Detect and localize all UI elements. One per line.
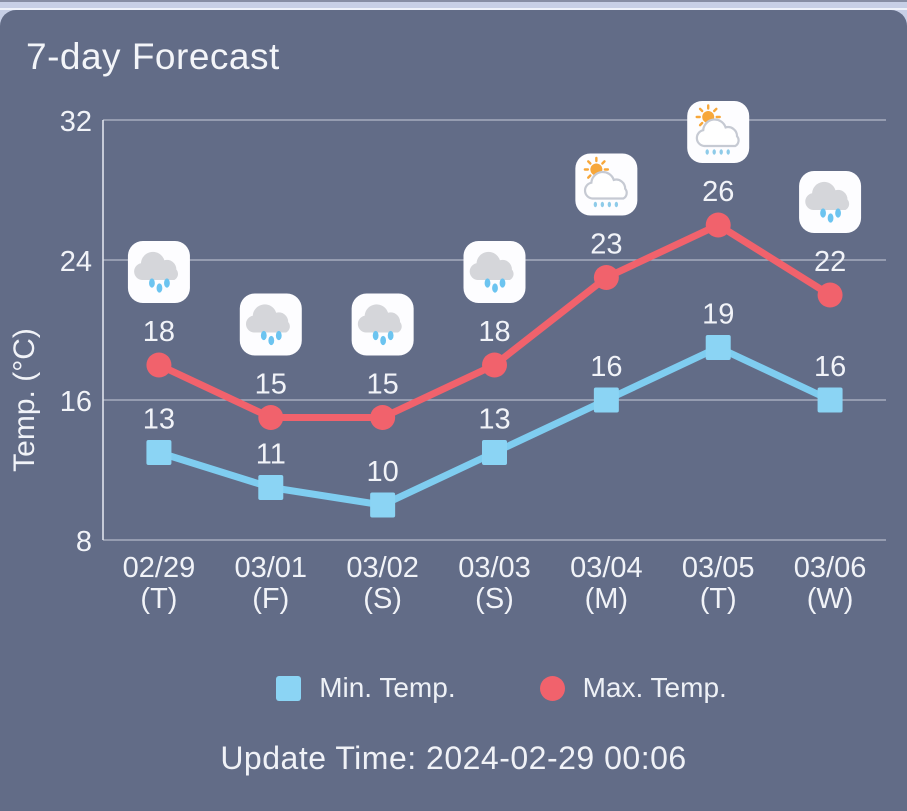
max-temp-value-label-5: 26 <box>702 176 734 208</box>
legend-item-max-temp[interactable]: Max. Temp. <box>539 672 727 704</box>
svg-text:02/29: 02/29 <box>123 552 196 584</box>
max-temp-point-4[interactable]: 23 <box>590 229 622 291</box>
weather-icon-rain-0 <box>127 241 190 303</box>
min-temp-point-1[interactable]: 11 <box>256 439 286 501</box>
legend-label-max-temp: Max. Temp. <box>582 672 727 703</box>
y-tick-label-24: 24 <box>60 246 92 278</box>
weather-icon-rain-2 <box>351 293 414 356</box>
max-temp-value-label-4: 23 <box>590 229 622 261</box>
weather-icon-sun-rain-4 <box>575 153 638 216</box>
max-temp-point-3[interactable]: 18 <box>478 316 511 378</box>
weather-icon-rain-3 <box>463 241 526 303</box>
max-temp-swatch-icon <box>539 675 565 701</box>
min-temp-value-label-6: 16 <box>814 351 846 383</box>
y-tick-label-8: 8 <box>76 526 92 558</box>
svg-text:03/06: 03/06 <box>794 552 867 584</box>
svg-text:03/04: 03/04 <box>570 552 643 584</box>
min-temp-value-label-4: 16 <box>590 351 622 383</box>
update-time-text: Update Time: 2024-02-29 00:06 <box>220 740 687 776</box>
svg-text:(S): (S) <box>363 583 402 615</box>
min-temp-point-2[interactable]: 10 <box>367 456 399 518</box>
min-temp-value-label-5: 19 <box>702 299 734 331</box>
max-temp-point-6[interactable]: 22 <box>814 246 846 308</box>
legend-label-min-temp: Min. Temp. <box>319 672 456 703</box>
max-temp-point-0[interactable]: 18 <box>143 316 175 378</box>
min-temp-value-label-2: 10 <box>367 456 399 488</box>
weather-icon-sun-rain-5 <box>687 101 750 163</box>
page-title: 7-day Forecast <box>26 36 280 77</box>
min-temp-value-label-3: 13 <box>478 404 510 436</box>
svg-text:03/03: 03/03 <box>458 552 531 584</box>
max-temp-value-label-0: 18 <box>143 316 175 348</box>
svg-text:(F): (F) <box>252 583 289 615</box>
min-temp-swatch-icon <box>276 675 302 701</box>
seven-day-forecast-panel <box>0 10 907 811</box>
x-tick-label-2: 03/02(S) <box>346 552 419 615</box>
y-tick-label-16: 16 <box>60 386 92 418</box>
max-temp-value-label-6: 22 <box>814 246 846 278</box>
weather-icon-rain-6 <box>799 171 862 233</box>
sheet-top-edge <box>0 0 907 10</box>
min-temp-point-4[interactable]: 16 <box>590 351 622 413</box>
svg-text:03/05: 03/05 <box>682 552 755 584</box>
max-temp-value-label-1: 15 <box>255 369 287 401</box>
weather-icon-rain-1 <box>239 293 302 356</box>
svg-text:(M): (M) <box>585 583 628 615</box>
max-temp-value-label-2: 15 <box>367 369 399 401</box>
x-tick-label-0: 02/29(T) <box>123 552 196 615</box>
legend-item-min-temp[interactable]: Min. Temp. <box>276 672 456 704</box>
x-tick-label-1: 03/01(F) <box>234 552 307 615</box>
min-temp-point-6[interactable]: 16 <box>814 351 846 413</box>
min-temp-point-0[interactable]: 13 <box>143 404 175 466</box>
x-tick-label-6: 03/06(W) <box>794 552 867 615</box>
min-temp-value-label-0: 13 <box>143 404 175 436</box>
svg-text:03/02: 03/02 <box>346 552 419 584</box>
max-temp-point-2[interactable]: 15 <box>367 369 399 431</box>
svg-text:(T): (T) <box>700 583 737 615</box>
max-temp-point-5[interactable]: 26 <box>702 176 734 238</box>
max-temp-value-label-3: 18 <box>478 316 510 348</box>
x-tick-label-3: 03/03(S) <box>458 552 531 615</box>
svg-text:03/01: 03/01 <box>234 552 307 584</box>
min-temp-point-3[interactable]: 13 <box>478 404 511 466</box>
svg-text:(T): (T) <box>140 583 177 615</box>
x-tick-label-5: 03/05(T) <box>682 552 755 615</box>
svg-text:(W): (W) <box>807 583 854 615</box>
y-axis-title: Temp. (°C) <box>8 328 41 472</box>
x-tick-label-4: 03/04(M) <box>570 552 643 615</box>
min-temp-value-label-1: 11 <box>256 439 286 471</box>
max-temp-point-1[interactable]: 15 <box>255 369 287 431</box>
y-tick-label-32: 32 <box>60 106 92 138</box>
min-temp-point-5[interactable]: 19 <box>702 299 734 361</box>
svg-text:(S): (S) <box>475 583 514 615</box>
chart-legend: Min. Temp. Max. Temp. <box>48 672 907 704</box>
